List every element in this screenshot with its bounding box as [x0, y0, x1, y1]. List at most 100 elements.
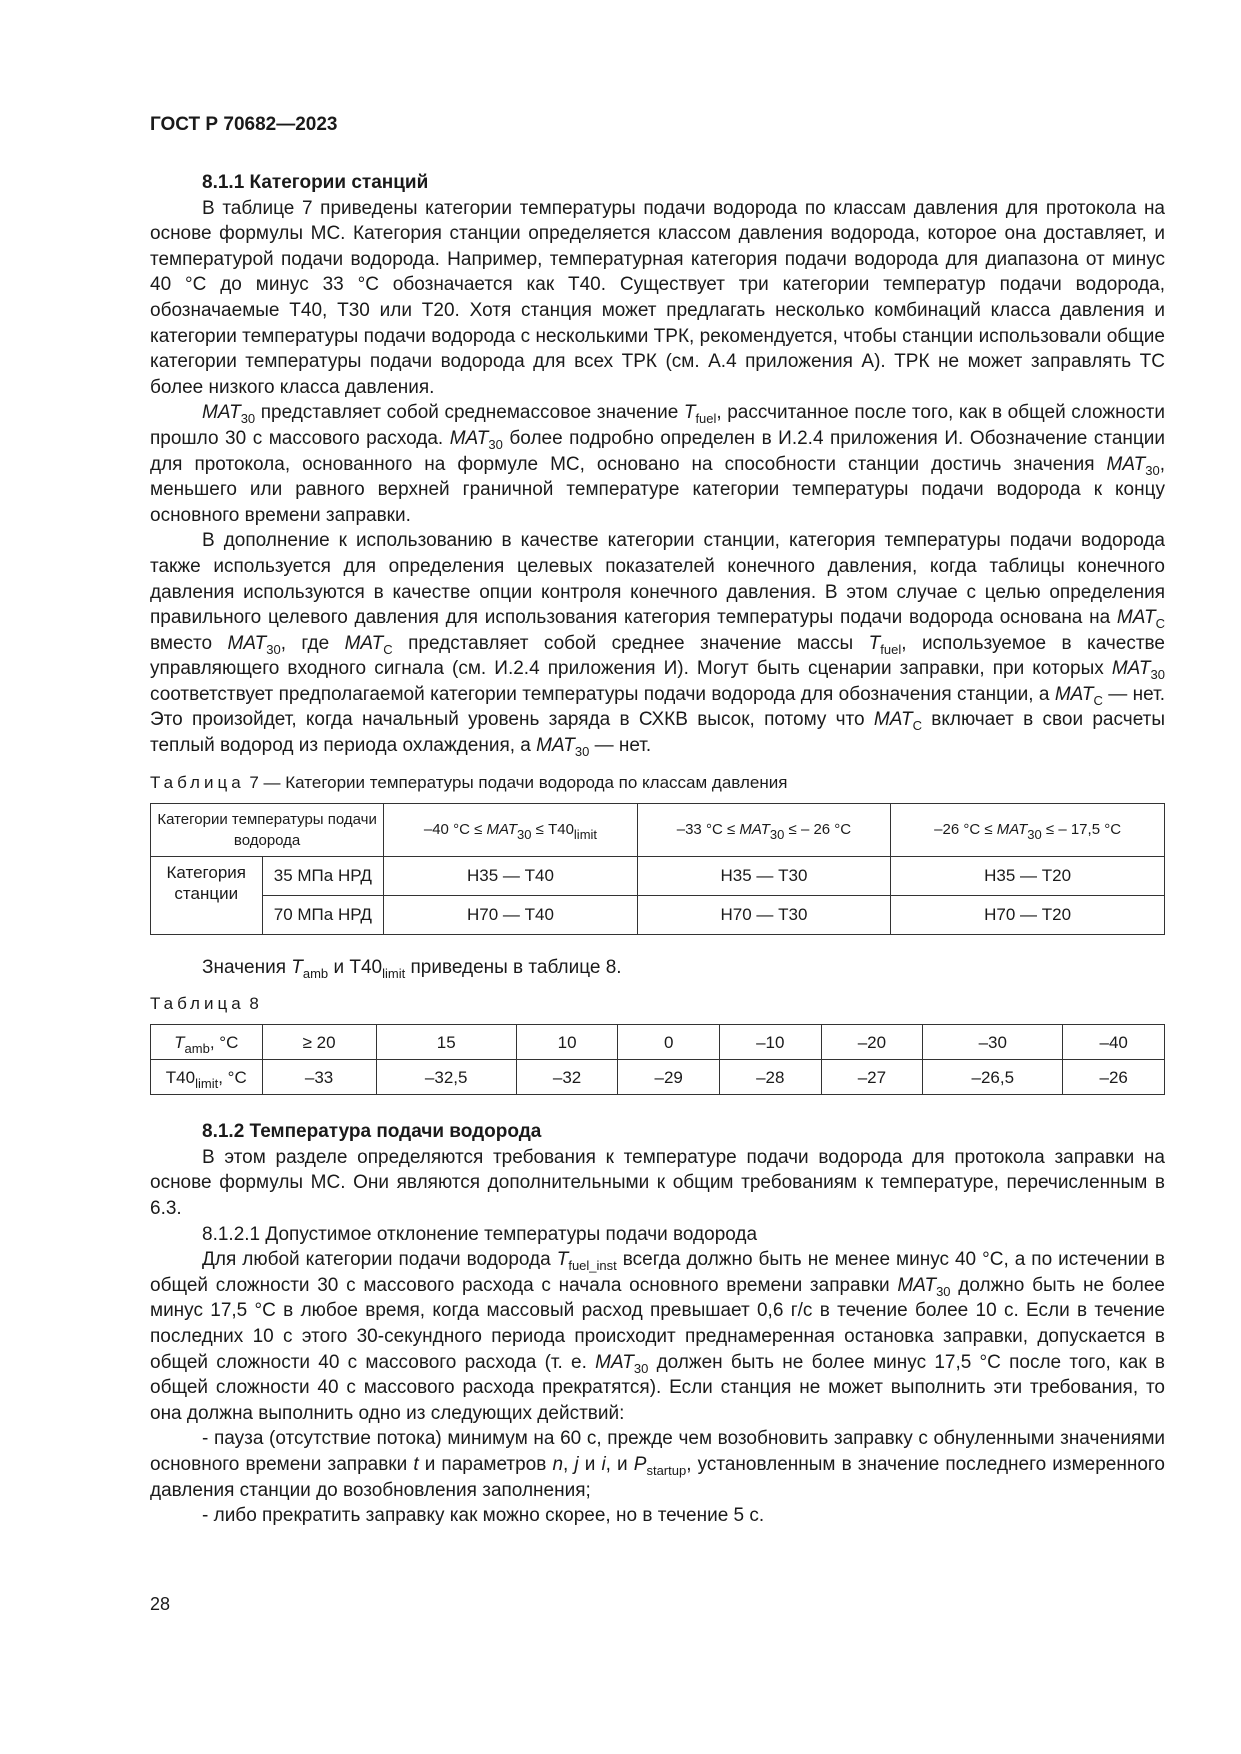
table7: Категории температуры подачи водорода –4…: [149, 802, 1165, 935]
section-paragraphs: В таблице 7 приведены категории температ…: [150, 196, 1165, 759]
subscript: fuel_inst: [568, 1258, 617, 1274]
symbol: MAT: [996, 821, 1028, 839]
table-cell: Н70 — Т40: [383, 894, 638, 935]
subscript: fuel: [880, 641, 902, 657]
paragraph: - либо прекратить заправку как можно ско…: [202, 1505, 765, 1527]
symbol: MAT: [873, 709, 913, 731]
symbol: MAT: [595, 1351, 634, 1373]
symbol: MAT: [227, 632, 267, 654]
subscript: amb: [302, 965, 329, 981]
table-row: Т40limit, °С –33 –32,5 –32 –29 –28 –27 –26,5 –26: [150, 1059, 1165, 1096]
section-paragraphs: В этом разделе определяются требования к…: [150, 1145, 1165, 1529]
subscript: 30: [633, 1360, 649, 1376]
subscript: 30: [769, 827, 785, 843]
table-cell: –32,5: [375, 1059, 517, 1096]
table-row: 70 МПа НРД Н70 — Т40 Н70 — Т30 Н70 — Т20: [151, 894, 1165, 935]
symbol: MAT: [202, 402, 241, 424]
symbol: t: [413, 1453, 419, 1475]
symbol: T: [174, 1032, 185, 1052]
subscript: 30: [240, 411, 256, 427]
symbol: T: [683, 402, 696, 424]
symbol: MAT: [1054, 683, 1094, 705]
table-header-cell: –26 °С ≤ MAT30 ≤ – 17,5 °С: [890, 802, 1165, 857]
subscript: limit: [382, 965, 406, 981]
document-body: 8.1.1 Категории станций В таблице 7 прив…: [149, 170, 1165, 1529]
symbol: MAT: [897, 1274, 937, 1296]
table-cell: 70 МПа НРД: [261, 894, 385, 935]
symbol: i: [601, 1453, 606, 1475]
table-header-row: Категории температуры подачи водорода –4…: [149, 802, 1165, 857]
table-header-cell: –40 °С ≤ MAT30 ≤ Т40limit: [383, 802, 638, 857]
table8: Tamb, °С ≥ 20 15 10 0 –10 –20 –30 –40 Т40limit, …: [150, 1024, 1165, 1096]
table-cell: 0: [617, 1024, 720, 1061]
section-title: 8.1.1 Категории станций: [202, 172, 429, 193]
table-cell: Н35 — Т20: [890, 855, 1165, 896]
subscript: 30: [1150, 667, 1165, 683]
table8-note: Значения Tamb и Т40limit приведены в таб…: [202, 956, 622, 981]
table-cell: –30: [922, 1024, 1064, 1061]
symbol: T: [556, 1249, 569, 1271]
subscript: 30: [1145, 462, 1160, 478]
paragraph: MAT30 представляет собой среднемассовое …: [150, 402, 1166, 526]
document-header: ГОСТ Р 70682—2023: [150, 114, 338, 135]
row-label: Т40limit, °С: [150, 1059, 263, 1096]
symbol: MAT: [1106, 453, 1146, 475]
subscript: C: [1155, 616, 1165, 632]
symbol: MAT: [449, 427, 489, 449]
subscript: limit: [573, 827, 598, 843]
subscript: limit: [195, 1075, 219, 1091]
table-cell: 35 МПа НРД: [261, 855, 385, 896]
table-cell: –28: [718, 1059, 822, 1096]
table-row: Tamb, °С ≥ 20 15 10 0 –10 –20 –30 –40: [150, 1024, 1165, 1061]
subscript: amb: [184, 1040, 210, 1056]
table-cell: 10: [515, 1024, 619, 1061]
page-number: 28: [150, 1594, 171, 1614]
table-cell: –32: [515, 1059, 619, 1096]
subscript: C: [1093, 692, 1103, 708]
symbol: MAT: [344, 632, 384, 654]
symbol: MAT: [1116, 607, 1156, 629]
table8-caption: Таблица 8: [150, 994, 259, 1014]
subscript: 30: [517, 827, 532, 843]
table-cell: –20: [820, 1024, 924, 1061]
subscript: C: [383, 641, 393, 657]
table-cell: –40: [1062, 1024, 1165, 1061]
table-cell: –33: [261, 1059, 377, 1096]
paragraph: Для любой категории подачи водорода Tfue…: [150, 1249, 1165, 1424]
row-group-label: Категория станции: [150, 855, 263, 935]
table-header-cell: –33 °С ≤ MAT30 ≤ – 26 °С: [636, 802, 892, 857]
table-cell: Н70 — Т30: [636, 894, 892, 935]
symbol: P: [633, 1453, 647, 1475]
row-label: Tamb, °С: [150, 1024, 263, 1061]
table-cell: 15: [375, 1024, 517, 1061]
table-header-cell: Категории температуры подачи водорода: [149, 802, 385, 857]
symbol: j: [574, 1453, 579, 1475]
symbol: T: [868, 632, 881, 654]
table-cell: –10: [718, 1024, 822, 1061]
paragraph: - пауза (отсутствие потока) минимум на 6…: [150, 1428, 1165, 1501]
symbol: n: [552, 1453, 564, 1475]
paragraph: В этом разделе определяются требования к…: [150, 1146, 1165, 1220]
table-cell: Н35 — Т40: [383, 855, 638, 896]
subscript: 30: [574, 744, 590, 760]
paragraph: В таблице 7 приведены категории температ…: [150, 197, 1165, 398]
symbol: T: [291, 956, 303, 978]
symbol: MAT: [1111, 658, 1151, 680]
subscript: 30: [936, 1283, 951, 1299]
table-row: Категория станции 35 МПа НРД Н35 — Т40 Н…: [150, 855, 1165, 935]
symbol: MAT: [739, 821, 770, 839]
table-cell: –29: [617, 1059, 720, 1096]
table-cell: Н70 — Т20: [890, 894, 1165, 935]
paragraph: 8.1.2.1 Допустимое отклонение температур…: [202, 1223, 758, 1245]
table-cell: ≥ 20: [261, 1024, 377, 1061]
paragraph: В дополнение к использованию в качестве …: [150, 530, 1165, 760]
subscript: C: [912, 718, 922, 734]
table-cell: –27: [820, 1059, 924, 1096]
subscript: fuel: [695, 411, 717, 427]
subscript: startup: [646, 1462, 687, 1478]
symbol: MAT: [536, 735, 575, 757]
subscript: 30: [488, 436, 503, 452]
subscript: 30: [1027, 827, 1042, 843]
table-cell: Н35 — Т30: [636, 855, 892, 896]
